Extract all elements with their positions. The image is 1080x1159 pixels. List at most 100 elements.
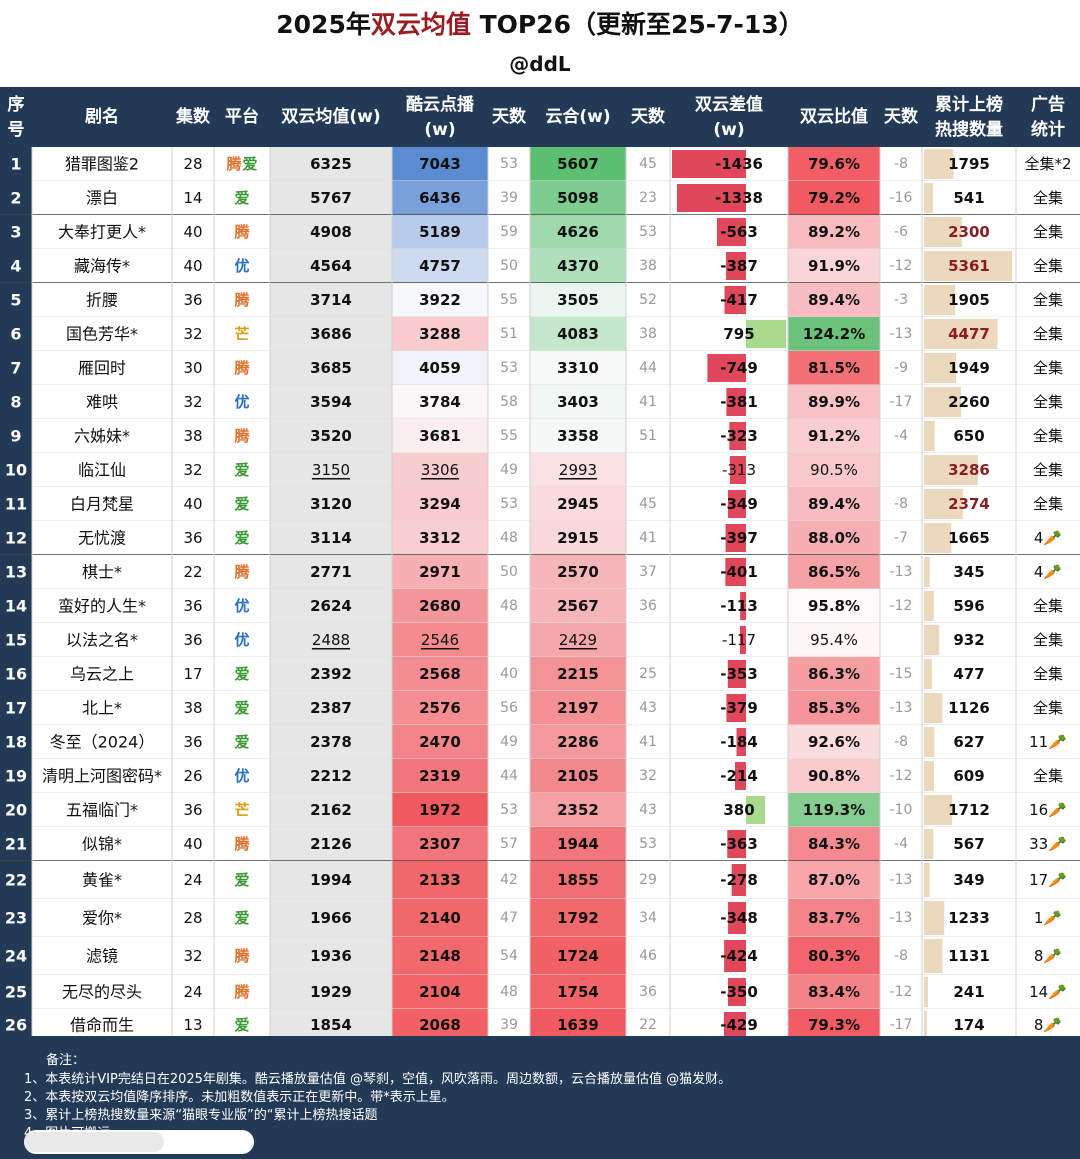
ratio-days: -17 — [890, 1017, 913, 1033]
diff-value: -424 — [720, 947, 758, 965]
ratio-value: 124.2% — [803, 325, 865, 343]
hot-count: 1712 — [948, 801, 990, 819]
ratio-days: -8 — [894, 734, 908, 750]
hot-bar — [924, 421, 935, 451]
kuyun-value: 3294 — [419, 495, 461, 513]
ratio-value: 89.9% — [808, 393, 860, 411]
note-line-1: 1、本表统计VIP完结日在2025年剧集。酷云播放量估值 @琴刹，空值，风吹落雨… — [24, 1072, 732, 1087]
column-header: (w) — [424, 120, 455, 140]
page-subtitle: @ddL — [509, 52, 571, 76]
avg-cell — [270, 419, 392, 453]
avg-value: 1929 — [310, 983, 352, 1001]
yunhe-cell — [530, 759, 626, 793]
avg-value: 3114 — [310, 529, 352, 547]
episode-count: 22 — [183, 563, 202, 581]
hot-count: 1905 — [948, 291, 990, 309]
diff-value: 380 — [723, 801, 754, 819]
platform-label: 爱 — [234, 871, 249, 889]
ratio-days: -4 — [894, 836, 908, 852]
rank-cell — [0, 657, 32, 691]
kuyun-days: 53 — [500, 360, 518, 376]
rank-number: 6 — [10, 325, 21, 344]
column-header: 双云比值 — [800, 106, 868, 127]
title-suffix: TOP26（更新至25-7-13） — [470, 10, 804, 39]
rank-cell — [0, 975, 32, 1009]
yunhe-days: 53 — [639, 836, 657, 852]
episode-count: 40 — [183, 835, 202, 853]
ad-stat: 33🥕 — [1029, 835, 1067, 853]
kuyun-days: 50 — [500, 258, 518, 274]
drama-name: 猎罪图鉴2 — [65, 155, 139, 174]
kuyun-days: 44 — [500, 768, 518, 784]
platform-label: 优 — [234, 597, 249, 615]
note-line-2: 2、本表按双云均值降序排序。未加粗数值表示正在更新中。带*表示上星。 — [24, 1090, 455, 1105]
platform-label: 爱 — [234, 733, 249, 751]
episode-count: 38 — [183, 427, 202, 445]
episode-count: 26 — [183, 767, 202, 785]
avg-value: 1936 — [310, 947, 352, 965]
hot-bar — [924, 149, 954, 179]
kuyun-days: 53 — [500, 496, 518, 512]
yunhe-days: 23 — [639, 190, 657, 206]
ratio-cell — [788, 975, 880, 1009]
hot-bar — [924, 1011, 927, 1036]
episode-count: 32 — [183, 461, 202, 479]
diff-bar — [729, 456, 746, 484]
yunhe-days: 45 — [639, 496, 657, 512]
rank-number: 15 — [5, 631, 27, 650]
hot-count: 2374 — [948, 495, 990, 513]
rank-number: 5 — [10, 291, 21, 310]
kuyun-value: 2470 — [419, 733, 461, 751]
diff-value: -323 — [720, 427, 758, 445]
ad-stat: 全集 — [1033, 325, 1063, 343]
ratio-cell — [788, 827, 880, 861]
rank-cell — [0, 725, 32, 759]
kuyun-cell — [392, 419, 488, 453]
rank-number: 23 — [5, 909, 27, 928]
diff-bar — [726, 252, 746, 280]
episode-count: 36 — [183, 631, 202, 649]
kuyun-cell — [392, 215, 488, 249]
platform-label: 优 — [234, 257, 249, 275]
yunhe-days: 51 — [639, 428, 657, 444]
column-header: (w) — [713, 120, 744, 140]
diff-bar — [723, 1012, 746, 1036]
ad-stat: 8🥕 — [1034, 1016, 1062, 1034]
diff-value: -117 — [722, 631, 756, 649]
ad-stat: 全集 — [1033, 461, 1063, 479]
diff-bar — [724, 940, 746, 972]
column-header: 酷云点播 — [406, 94, 475, 115]
yunhe-value: 5607 — [557, 155, 599, 173]
ratio-cell — [788, 283, 880, 317]
rank-number: 26 — [5, 1016, 27, 1035]
ratio-value: 91.2% — [808, 427, 860, 445]
kuyun-days: 48 — [500, 598, 518, 614]
yunhe-days: 36 — [639, 984, 657, 1000]
ratio-cell — [788, 317, 880, 351]
ratio-cell — [788, 937, 880, 975]
yunhe-value: 2570 — [557, 563, 599, 581]
title-highlight: 双云均值 — [370, 10, 471, 39]
drama-name: 棋士* — [82, 563, 122, 582]
yunhe-cell — [530, 147, 626, 181]
avg-cell — [270, 215, 392, 249]
rank-cell — [0, 147, 32, 181]
avg-cell — [270, 385, 392, 419]
diff-bar — [727, 660, 746, 688]
yunhe-days: 52 — [639, 292, 657, 308]
platform-label: 爱 — [234, 909, 249, 927]
drama-name: 清明上河图密码* — [42, 767, 162, 786]
platform-label: 爱 — [234, 529, 249, 547]
kuyun-cell — [392, 1009, 488, 1036]
drama-name: 白月梵星 — [70, 495, 134, 514]
avg-value: 3120 — [310, 495, 352, 513]
episode-count: 36 — [183, 801, 202, 819]
avg-cell — [270, 759, 392, 793]
hot-count: 627 — [953, 733, 984, 751]
drama-name: 滤镜 — [86, 947, 118, 966]
avg-cell — [270, 691, 392, 725]
avg-value: 2212 — [310, 767, 352, 785]
column-header: 平台 — [225, 106, 259, 127]
rank-cell — [0, 419, 32, 453]
yunhe-value: 2352 — [557, 801, 599, 819]
